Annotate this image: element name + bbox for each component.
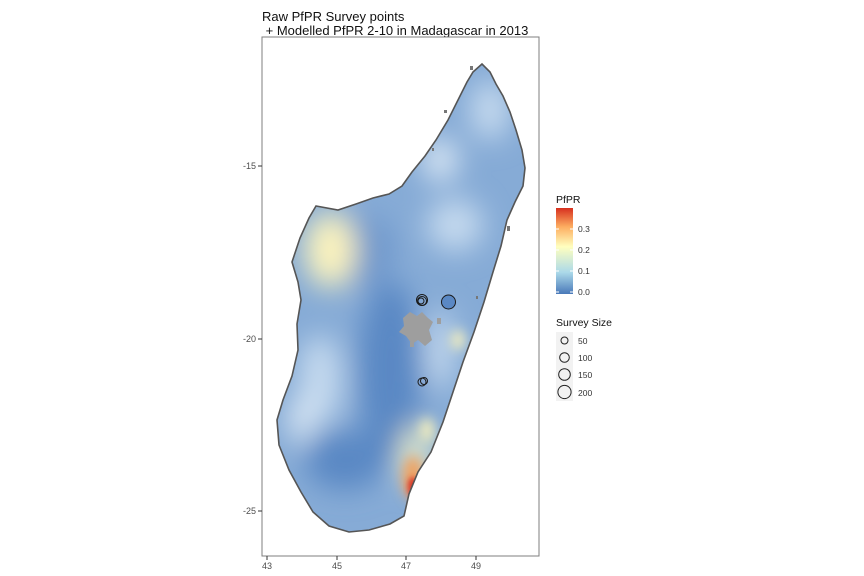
pfpr-legend-title: PfPR: [556, 194, 581, 206]
pfpr-legend-label: 0.2: [578, 245, 590, 255]
size-legend-label: 50: [578, 336, 588, 346]
survey-point: [441, 294, 456, 310]
y-tick-label: -25: [243, 506, 256, 516]
map-title-line-2: + Modelled PfPR 2-10 in Madagascar in 20…: [262, 23, 529, 38]
size-legend-label: 200: [578, 388, 592, 398]
x-tick-label: 43: [262, 561, 272, 571]
survey-size-legend-title: Survey Size: [556, 317, 612, 329]
pfpr-legend-label: 0.0: [578, 287, 590, 297]
y-axis: -15 -20 -25: [243, 161, 256, 516]
y-tick-label: -15: [243, 161, 256, 171]
survey-point: [416, 294, 428, 306]
y-tick-label: -20: [243, 334, 256, 344]
pfpr-colorbar: [556, 208, 573, 294]
size-legend-label: 100: [578, 353, 592, 363]
size-legend-label: 150: [578, 370, 592, 380]
size-key-circle: [560, 336, 569, 345]
x-tick-label: 49: [471, 561, 481, 571]
pfpr-legend-label: 0.3: [578, 224, 590, 234]
offshore-islets: [432, 66, 510, 299]
x-axis: 43 45 47 49: [262, 561, 481, 571]
pfpr-legend-label: 0.1: [578, 266, 590, 276]
survey-point: [420, 377, 428, 385]
x-tick-label: 45: [332, 561, 342, 571]
size-key-circle: [557, 384, 572, 400]
pfpr-legend: PfPR 0.3 0.2 0.1 0.0: [556, 194, 590, 297]
survey-points: [416, 294, 456, 387]
size-key-circle: [559, 352, 570, 363]
axis-ticks: [258, 165, 477, 560]
size-key-bg: [556, 332, 573, 349]
size-key-circle: [558, 368, 571, 381]
survey-size-legend: Survey Size 50 100 150 200: [556, 317, 612, 401]
size-key-bg: [556, 349, 573, 366]
missing-data-patches: [399, 312, 441, 347]
x-tick-label: 47: [401, 561, 411, 571]
survey-point: [417, 297, 425, 305]
map-title-line-1: Raw PfPR Survey points: [262, 9, 405, 24]
